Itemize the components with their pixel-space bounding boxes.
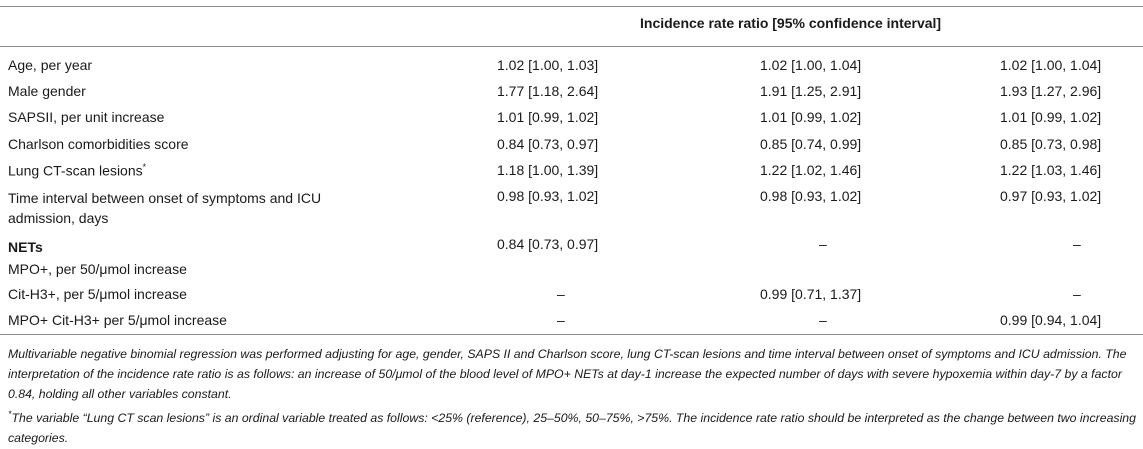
row-label: Age, per year (8, 57, 93, 73)
cell-model-2: – (819, 236, 827, 252)
table-note-main: Multivariable negative binomial regressi… (8, 347, 1127, 401)
table-top-rule (0, 6, 1143, 7)
cell-model-1: – (557, 286, 565, 302)
table-footnote: *The variable “Lung CT scan lesions” is … (8, 404, 1136, 448)
cell-model-3: – (1073, 286, 1081, 302)
cell-model-1: – (557, 312, 565, 328)
footnote-text: The variable “Lung CT scan lesions” is a… (8, 411, 1136, 446)
cell-model-2: 1.01 [0.99, 1.02] (760, 109, 862, 125)
row-label-line-2: MPO+, per 50/μmol increase (8, 261, 187, 277)
cell-model-2: 1.91 [1.25, 2.91] (760, 83, 862, 99)
cell-model-1: 1.02 [1.00, 1.03] (497, 57, 599, 73)
cell-model-1: 1.01 [0.99, 1.02] (497, 109, 599, 125)
section-heading-nets: NETs (8, 239, 43, 255)
row-label: Charlson comorbidities score (8, 136, 189, 152)
cell-model-1: 0.84 [0.73, 0.97] (497, 236, 599, 252)
row-label: Cit-H3+, per 5/μmol increase (8, 286, 187, 302)
row-label: MPO+ Cit-H3+ per 5/μmol increase (8, 312, 227, 328)
row-label: Male gender (8, 83, 86, 99)
cell-model-3: 0.85 [0.73, 0.98] (1000, 136, 1102, 152)
cell-model-3: 0.97 [0.93, 1.02] (1000, 188, 1102, 204)
row-label: SAPSII, per unit increase (8, 109, 165, 125)
cell-model-1: 0.84 [0.73, 0.97] (497, 136, 599, 152)
cell-model-3: 1.93 [1.27, 2.96] (1000, 83, 1102, 99)
cell-model-1: 1.18 [1.00, 1.39] (497, 162, 599, 178)
footnote-marker: * (8, 409, 12, 419)
row-label-text: Lung CT-scan lesions (8, 162, 143, 179)
cell-model-3: 1.02 [1.00, 1.04] (1000, 57, 1102, 73)
row-label-line-1: Time interval between onset of symptoms … (8, 190, 322, 206)
row-label: Time interval between onset of symptoms … (8, 188, 321, 228)
footnote-marker: * (142, 162, 147, 172)
row-label-line-2: admission, days (8, 210, 109, 226)
cell-model-3: 0.99 [0.94, 1.04] (1000, 312, 1102, 328)
cell-model-3: 1.01 [0.99, 1.02] (1000, 109, 1102, 125)
table-notes: Multivariable negative binomial regressi… (8, 344, 1136, 448)
table-bottom-rule (0, 334, 1143, 335)
cell-model-1: 0.98 [0.93, 1.02] (497, 188, 599, 204)
cell-model-1: 1.77 [1.18, 2.64] (497, 83, 599, 99)
column-group-header: Incidence rate ratio [95% confidence int… (640, 15, 942, 31)
cell-model-2: 0.98 [0.93, 1.02] (760, 188, 862, 204)
cell-model-2: 0.99 [0.71, 1.37] (760, 286, 862, 302)
header-rule (0, 46, 1143, 47)
cell-model-2: 0.85 [0.74, 0.99] (760, 136, 862, 152)
cell-model-3: – (1073, 236, 1081, 252)
cell-model-2: – (819, 312, 827, 328)
cell-model-2: 1.02 [1.00, 1.04] (760, 57, 862, 73)
row-label: NETs MPO+, per 50/μmol increase (8, 236, 187, 280)
row-label: Lung CT-scan lesions* (8, 162, 146, 179)
cell-model-2: 1.22 [1.02, 1.46] (760, 162, 862, 178)
cell-model-3: 1.22 [1.03, 1.46] (1000, 162, 1102, 178)
